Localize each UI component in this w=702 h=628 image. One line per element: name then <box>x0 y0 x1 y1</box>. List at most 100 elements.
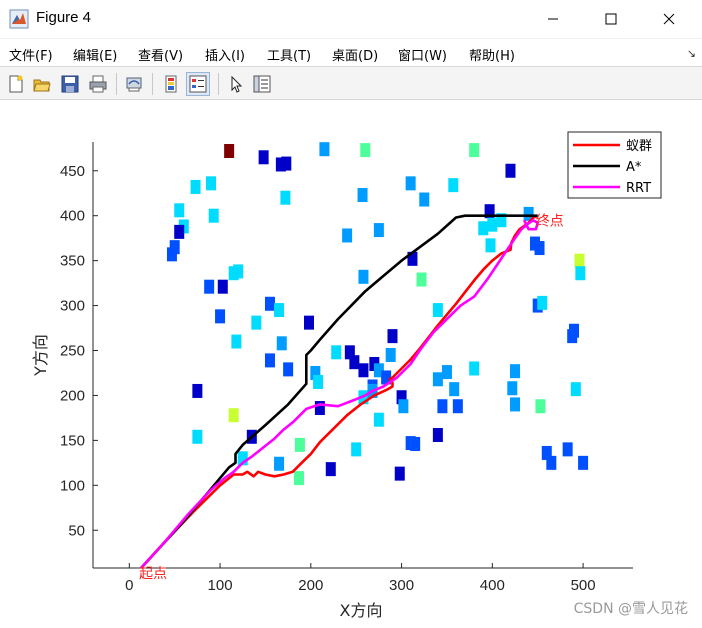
obstacle-marker <box>484 204 495 219</box>
menu-overflow-arrow[interactable]: ↘ <box>686 47 696 60</box>
y-tick-label: 100 <box>60 477 85 494</box>
obstacle-marker <box>190 179 201 194</box>
legend-button[interactable] <box>186 72 210 96</box>
obstacle-marker <box>570 382 581 397</box>
obstacle-marker <box>233 264 244 279</box>
obstacle-marker <box>448 178 459 193</box>
legend-icon <box>189 75 207 93</box>
obstacle-marker <box>419 192 430 207</box>
obstacle-marker <box>264 296 275 311</box>
obstacle-marker <box>275 157 286 172</box>
menu-insert[interactable]: 插入(I) <box>205 49 245 64</box>
open-file-button[interactable] <box>30 72 54 96</box>
y-tick-label: 450 <box>60 163 85 180</box>
obstacle-marker <box>510 397 521 412</box>
obstacle-marker <box>349 355 360 370</box>
obstacle-marker <box>562 442 573 457</box>
x-tick-label: 300 <box>389 577 414 594</box>
obstacle-marker <box>192 383 203 398</box>
obstacle-marker <box>281 156 292 171</box>
y-tick-label: 400 <box>60 208 85 225</box>
obstacle-marker <box>280 190 291 205</box>
menu-file[interactable]: 文件(F) <box>9 49 53 64</box>
title-bar[interactable]: Figure 4 <box>0 0 702 38</box>
obstacle-marker <box>410 436 421 451</box>
obstacle-marker <box>319 142 330 157</box>
x-tick-label: 400 <box>480 577 505 594</box>
plot-axes[interactable]: 0 100 200 300 400 500 50 100 150 200 250 300 350 400 4… <box>0 101 702 628</box>
obstacle-marker <box>575 266 586 281</box>
minimize-button[interactable] <box>530 0 576 38</box>
print-preview-icon <box>126 77 142 92</box>
obstacle-marker <box>351 442 362 457</box>
y-tick-label: 350 <box>60 253 85 270</box>
menu-window[interactable]: 窗口(W) <box>398 49 447 64</box>
obstacle-marker <box>217 279 228 294</box>
menu-view[interactable]: 查看(V) <box>138 49 184 64</box>
obstacle-marker <box>535 399 546 414</box>
toolbar-separator <box>116 73 117 95</box>
obstacle-marker <box>432 427 443 442</box>
obstacle-marker <box>405 176 416 191</box>
x-tick-label: 200 <box>298 577 323 594</box>
series-line-2 <box>140 218 539 569</box>
obstacle-marker <box>251 315 262 330</box>
open-file-icon <box>33 79 51 92</box>
x-tick-label: 0 <box>125 577 133 594</box>
watermark: CSDN @雪人见花 <box>573 601 688 617</box>
obstacle-marker <box>357 188 368 203</box>
obstacle-marker <box>407 251 418 266</box>
obstacle-marker <box>578 455 589 470</box>
obstacle-marker <box>313 374 324 389</box>
print-icon <box>89 75 107 93</box>
y-tick-label: 150 <box>60 432 85 449</box>
pointer-icon <box>231 75 243 93</box>
save-button[interactable] <box>58 72 82 96</box>
menu-tools[interactable]: 工具(T) <box>267 49 312 64</box>
close-icon <box>663 13 675 25</box>
obstacle-marker <box>208 208 219 223</box>
obstacle-marker <box>294 437 305 452</box>
maximize-button[interactable] <box>588 0 634 38</box>
obstacle-marker <box>358 363 369 378</box>
obstacle-marker <box>373 223 384 238</box>
menu-bar: 文件(F) 编辑(E) 查看(V) 插入(I) 工具(T) 桌面(D) 窗口(W… <box>0 38 702 66</box>
y-tick-label: 50 <box>68 522 85 539</box>
property-editor-icon <box>253 75 271 93</box>
obstacle-marker <box>373 363 384 378</box>
legend-label: 蚁群 <box>626 139 652 154</box>
print-preview-button[interactable] <box>122 72 146 96</box>
menu-help[interactable]: 帮助(H) <box>469 49 515 64</box>
window-title: Figure 4 <box>36 9 92 26</box>
obstacle-marker <box>385 348 396 362</box>
obstacle-marker <box>169 240 180 255</box>
obstacle-marker <box>381 370 392 385</box>
close-button[interactable] <box>646 0 692 38</box>
obstacle-marker <box>294 471 305 486</box>
figure-canvas: 0 100 200 300 400 500 50 100 150 200 250 300 350 400 4… <box>0 101 702 628</box>
obstacle-marker <box>496 213 507 228</box>
obstacle-marker <box>432 303 443 318</box>
obstacle-marker <box>373 412 384 427</box>
menu-edit[interactable]: 编辑(E) <box>73 49 118 64</box>
toolbar <box>0 66 702 100</box>
obstacle-marker <box>569 323 580 338</box>
series-line-0 <box>140 214 539 569</box>
colorbar-button[interactable] <box>159 72 183 96</box>
obstacle-marker <box>205 176 216 191</box>
obstacle-marker <box>469 361 480 376</box>
property-editor-button[interactable] <box>250 72 274 96</box>
menu-desktop[interactable]: 桌面(D) <box>332 49 379 64</box>
new-figure-button[interactable] <box>4 72 28 96</box>
x-tick-label: 100 <box>208 577 233 594</box>
maximize-icon <box>605 13 617 25</box>
save-icon <box>61 75 79 93</box>
obstacle-marker <box>507 381 518 396</box>
obstacle-marker <box>432 372 443 387</box>
obstacle-marker <box>310 365 321 380</box>
obstacle-marker <box>264 353 275 368</box>
matlab-logo-icon <box>9 9 29 29</box>
pointer-button[interactable] <box>224 72 248 96</box>
print-button[interactable] <box>86 72 110 96</box>
obstacle-marker <box>331 345 342 360</box>
